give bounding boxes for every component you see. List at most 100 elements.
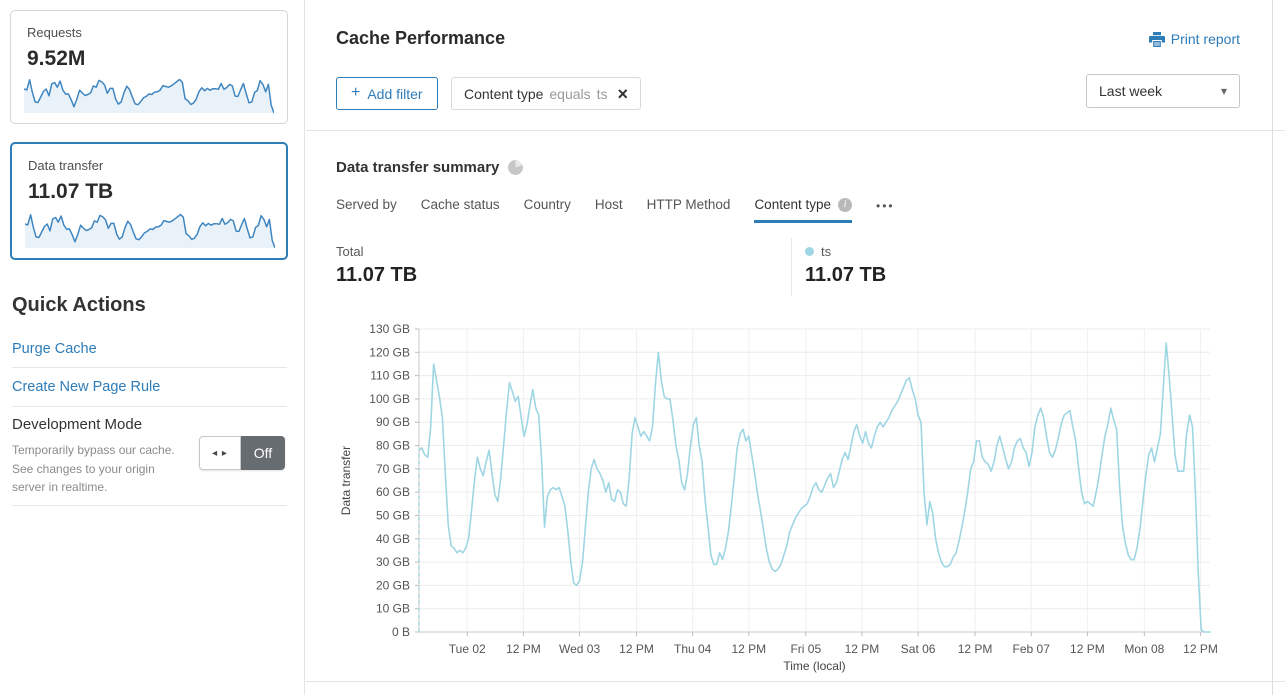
- sparkline-area: [25, 214, 275, 248]
- x-tick-label: Wed 03: [559, 642, 600, 656]
- sparkline-area: [24, 79, 274, 113]
- tab-label: Cache status: [420, 197, 500, 212]
- add-filter-label: Add filter: [367, 85, 423, 102]
- y-tick-label: 130 GB: [369, 322, 410, 336]
- y-tick-label: 50 GB: [376, 508, 410, 522]
- toggle-arrows-icon[interactable]: ◂ ▸: [199, 436, 241, 470]
- tab-label: Host: [594, 197, 623, 212]
- x-tick-label: Thu 04: [674, 642, 712, 656]
- y-axis-title: Data transfer: [339, 446, 353, 515]
- x-tick-label: Fri 05: [790, 642, 821, 656]
- chevron-down-icon: ▾: [1220, 84, 1227, 98]
- purge-cache-link[interactable]: Purge Cache: [12, 341, 97, 357]
- data-transfer-card-value: 11.07 TB: [28, 180, 114, 203]
- sparkline-line: [25, 213, 275, 249]
- development-mode-label: Development Mode: [12, 416, 143, 433]
- data-transfer-chart[interactable]: 0 B 10 GB 20 GB 30 GB 40 GB 50 GB 60 GB 70 GB 80…: [330, 318, 1246, 680]
- x-tick-label: Sat 06: [901, 642, 936, 656]
- data-transfer-sparkline: [25, 213, 275, 249]
- tab-host[interactable]: Host: [595, 197, 623, 220]
- chip-close-icon[interactable]: ×: [617, 83, 629, 104]
- y-tick-label: 30 GB: [376, 555, 410, 569]
- x-tick-label: 12 PM: [1183, 642, 1218, 656]
- series-legend[interactable]: ts: [805, 244, 831, 259]
- tab-served-by[interactable]: Served by: [336, 197, 397, 220]
- requests-metric-card[interactable]: Requests 9.52M: [10, 10, 288, 124]
- y-tick-label: 110 GB: [370, 369, 410, 383]
- x-tick-label: 12 PM: [732, 642, 767, 656]
- series-line-ts: [418, 342, 1211, 633]
- filter-chip-operator: equals: [549, 85, 591, 102]
- x-tick-label: 12 PM: [1070, 642, 1105, 656]
- data-transfer-card-title: Data transfer: [28, 158, 104, 173]
- sparkline-line: [24, 78, 274, 114]
- add-filter-button[interactable]: + Add filter: [336, 77, 438, 110]
- filter-chip[interactable]: Content type equals ts ×: [451, 77, 642, 110]
- sidebar: Requests 9.52M Data transfer 11.07 TB Qu…: [0, 0, 305, 695]
- requests-sparkline: [24, 78, 274, 114]
- time-range-select[interactable]: Last week ▾: [1086, 74, 1240, 108]
- series-value: 11.07 TB: [805, 264, 887, 286]
- plus-icon: +: [351, 84, 361, 101]
- tab-http-method[interactable]: HTTP Method: [647, 197, 731, 220]
- series-legend-dot: [805, 247, 814, 256]
- summary-heading: Data transfer summary: [336, 159, 500, 176]
- x-tick-label: 12 PM: [958, 642, 993, 656]
- dev-mode-toggle[interactable]: ◂ ▸ Off: [199, 436, 285, 470]
- data-transfer-metric-card[interactable]: Data transfer 11.07 TB: [10, 142, 288, 260]
- main-content: Cache Performance Print report + Add fil…: [306, 0, 1285, 695]
- requests-card-title: Requests: [27, 25, 82, 40]
- y-tick-label: 90 GB: [376, 415, 410, 429]
- y-tick-label: 0 B: [392, 625, 410, 639]
- x-tick-label: Feb 07: [1013, 642, 1051, 656]
- page-title: Cache Performance: [336, 28, 506, 48]
- y-tick-label: 20 GB: [376, 578, 410, 592]
- bottom-divider: [306, 681, 1285, 682]
- tab-label: HTTP Method: [646, 197, 731, 212]
- x-tick-label: Tue 02: [449, 642, 486, 656]
- series-legend-label: ts: [821, 244, 832, 259]
- filter-chip-field: Content type: [464, 85, 544, 102]
- tab-label: Country: [523, 197, 571, 212]
- tab-content-type[interactable]: Content type i: [754, 197, 852, 223]
- sidebar-divider: [12, 367, 287, 368]
- quick-actions-heading: Quick Actions: [12, 294, 146, 316]
- x-axis-title: Time (local): [783, 659, 845, 673]
- time-range-value: Last week: [1099, 83, 1163, 99]
- create-page-rule-link[interactable]: Create New Page Rule: [12, 379, 161, 395]
- content-right-edge: [1272, 0, 1273, 695]
- dimension-tabs: Served by Cache status Country Host HTTP Met…: [336, 197, 895, 223]
- x-tick-label: 12 PM: [619, 642, 654, 656]
- total-value: 11.07 TB: [336, 264, 418, 286]
- print-report-label: Print report: [1170, 31, 1240, 47]
- x-tick-label: Mon 08: [1124, 642, 1164, 656]
- x-tick-label: 12 PM: [506, 642, 541, 656]
- total-label: Total: [336, 244, 364, 259]
- y-tick-label: 10 GB: [376, 602, 410, 616]
- tab-label: Served by: [336, 197, 397, 212]
- tab-cache-status[interactable]: Cache status: [421, 197, 500, 220]
- printer-icon: [1148, 31, 1165, 47]
- requests-card-value: 9.52M: [27, 47, 86, 70]
- info-icon[interactable]: i: [838, 197, 852, 212]
- y-tick-label: 80 GB: [376, 439, 410, 453]
- tab-country[interactable]: Country: [524, 197, 571, 220]
- pie-chart-icon: [508, 160, 524, 175]
- development-mode-description: Temporarily bypass our cache. See change…: [12, 443, 175, 495]
- y-tick-label: 40 GB: [376, 532, 410, 546]
- toggle-state-off[interactable]: Off: [241, 436, 285, 470]
- sidebar-divider: [12, 406, 287, 407]
- filter-chip-value: ts: [596, 85, 608, 102]
- tabs-more-button[interactable]: •••: [876, 199, 895, 213]
- sidebar-divider: [12, 505, 287, 506]
- tab-label: Content type: [754, 197, 831, 212]
- y-tick-label: 60 GB: [376, 485, 410, 499]
- x-tick-label: 12 PM: [845, 642, 880, 656]
- stats-divider: [791, 238, 792, 296]
- y-tick-label: 100 GB: [369, 392, 410, 406]
- y-tick-label: 120 GB: [369, 345, 410, 359]
- y-tick-label: 70 GB: [376, 462, 410, 476]
- header-divider: [306, 130, 1285, 131]
- print-report-button[interactable]: Print report: [1148, 31, 1240, 47]
